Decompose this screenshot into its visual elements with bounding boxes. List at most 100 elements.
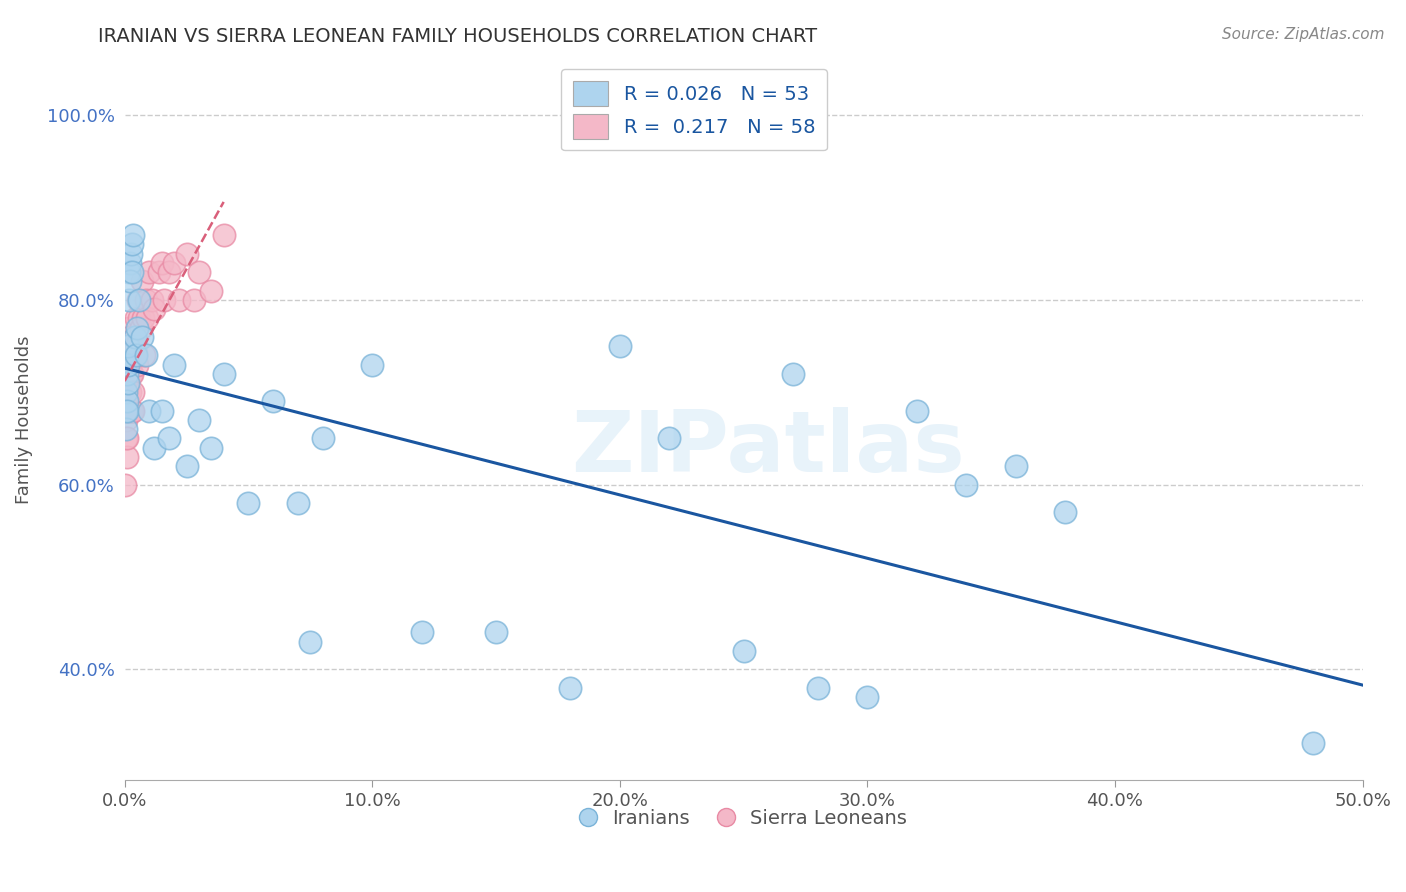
Point [122, 228, 145, 243]
Point [118, 320, 141, 334]
Point [128, 311, 150, 326]
Point [120, 339, 142, 353]
Point [117, 339, 139, 353]
Point [134, 348, 156, 362]
Point [153, 293, 176, 307]
Point [121, 348, 143, 362]
Point [120, 367, 142, 381]
Point [122, 385, 145, 400]
Point [120, 403, 142, 417]
Point [132, 311, 155, 326]
Point [121, 237, 143, 252]
Point [176, 459, 198, 474]
Point [135, 293, 157, 307]
Point [117, 385, 139, 400]
Point [117, 339, 139, 353]
Point [1302, 736, 1324, 750]
Point [120, 358, 142, 372]
Point [163, 358, 186, 372]
Point [118, 265, 141, 279]
Point [118, 330, 141, 344]
Point [115, 432, 138, 446]
Point [124, 330, 146, 344]
Point [135, 311, 157, 326]
Point [115, 413, 138, 427]
Point [135, 348, 157, 362]
Point [120, 274, 142, 288]
Point [117, 403, 139, 417]
Point [143, 441, 166, 455]
Legend: Iranians, Sierra Leoneans: Iranians, Sierra Leoneans [572, 801, 914, 836]
Point [187, 265, 209, 279]
Point [238, 496, 260, 510]
Point [115, 385, 138, 400]
Point [115, 450, 138, 464]
Text: Source: ZipAtlas.com: Source: ZipAtlas.com [1222, 27, 1385, 42]
Point [117, 358, 139, 372]
Point [138, 265, 160, 279]
Point [115, 394, 138, 409]
Point [118, 403, 141, 417]
Point [733, 644, 755, 658]
Point [955, 477, 977, 491]
Point [115, 403, 138, 417]
Point [157, 432, 180, 446]
Point [485, 625, 508, 640]
Point [150, 403, 173, 417]
Point [117, 358, 139, 372]
Point [312, 432, 335, 446]
Point [125, 348, 148, 362]
Text: ZIPatlas: ZIPatlas [571, 408, 966, 491]
Point [121, 265, 143, 279]
Point [163, 256, 186, 270]
Point [121, 367, 143, 381]
Point [125, 358, 148, 372]
Point [141, 293, 163, 307]
Point [658, 432, 681, 446]
Point [122, 339, 145, 353]
Text: IRANIAN VS SIERRA LEONEAN FAMILY HOUSEHOLDS CORRELATION CHART: IRANIAN VS SIERRA LEONEAN FAMILY HOUSEHO… [98, 27, 817, 45]
Point [115, 367, 138, 381]
Point [115, 367, 138, 381]
Point [131, 330, 153, 344]
Point [157, 265, 180, 279]
Point [361, 358, 384, 372]
Point [609, 339, 631, 353]
Y-axis label: Family Households: Family Households [15, 335, 32, 504]
Point [143, 301, 166, 316]
Point [115, 422, 138, 436]
Point [120, 246, 142, 260]
Point [262, 394, 284, 409]
Point [124, 348, 146, 362]
Point [807, 681, 830, 695]
Point [200, 441, 222, 455]
Point [117, 367, 139, 381]
Point [118, 385, 141, 400]
Point [150, 256, 173, 270]
Point [125, 339, 148, 353]
Point [118, 358, 141, 372]
Point [176, 246, 198, 260]
Point [117, 376, 139, 390]
Point [120, 348, 142, 362]
Point [212, 367, 235, 381]
Point [148, 265, 170, 279]
Point [299, 634, 322, 648]
Point [115, 385, 138, 400]
Point [115, 403, 138, 417]
Point [115, 403, 138, 417]
Point [212, 228, 235, 243]
Point [125, 311, 148, 326]
Point [128, 293, 150, 307]
Point [127, 293, 149, 307]
Point [187, 413, 209, 427]
Point [167, 293, 190, 307]
Point [117, 339, 139, 353]
Point [1054, 505, 1077, 519]
Point [129, 320, 152, 334]
Point [118, 256, 141, 270]
Point [117, 348, 139, 362]
Point [131, 274, 153, 288]
Point [118, 293, 141, 307]
Point [138, 403, 160, 417]
